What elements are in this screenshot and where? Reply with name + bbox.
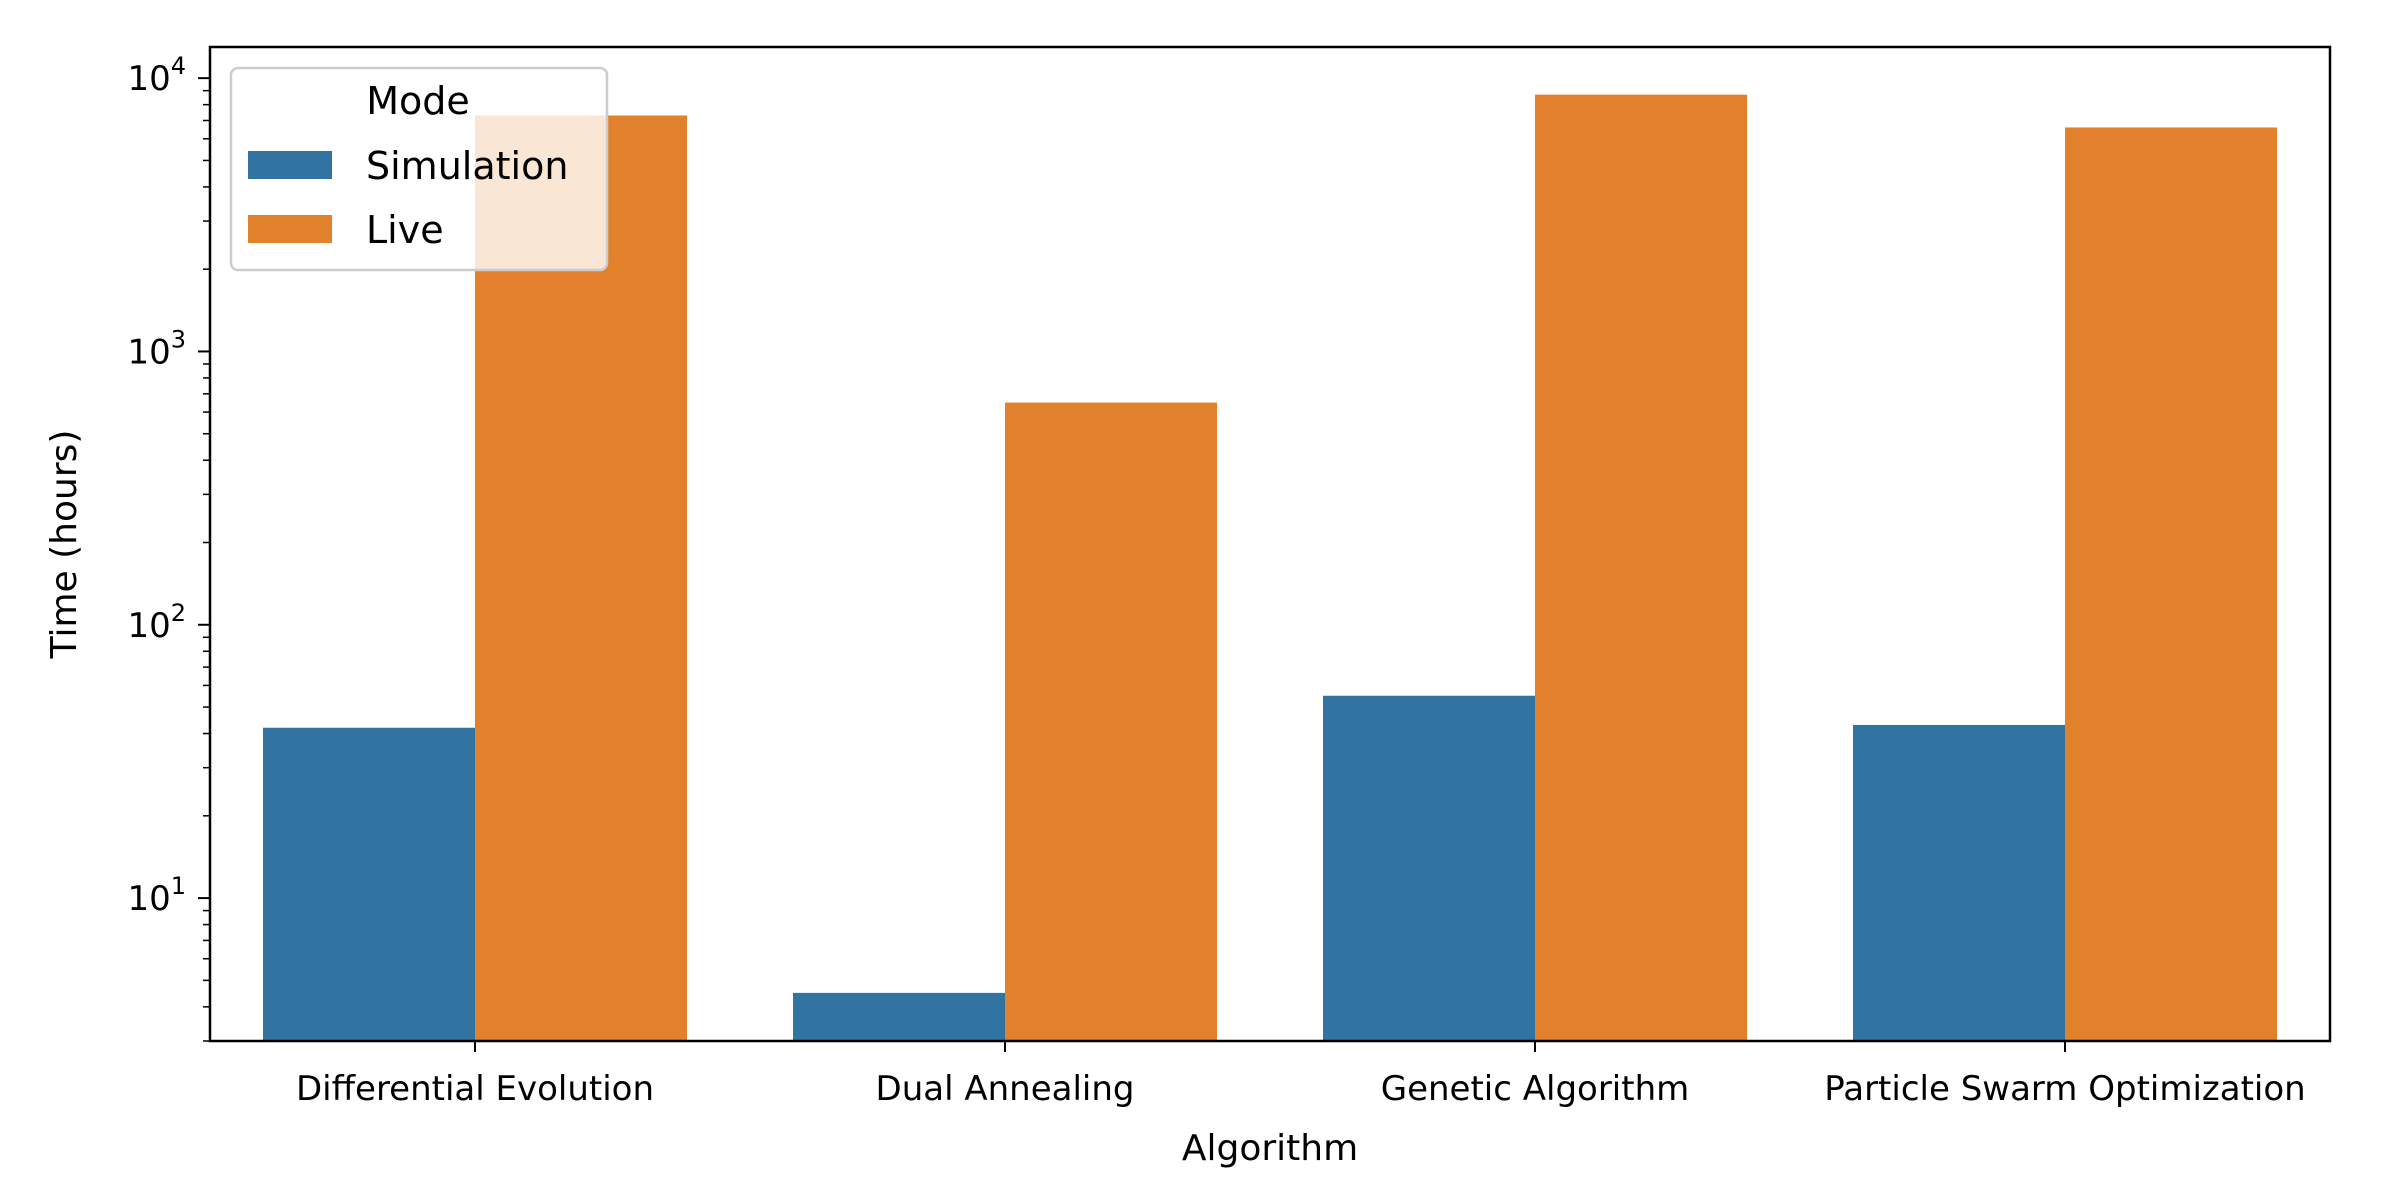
y-axis: 101 102 103 104 [127, 52, 210, 1042]
bar-simulation-dual-annealing [793, 992, 1005, 1041]
bars-layer [263, 94, 2277, 1042]
y-axis-label: Time (hours) [44, 430, 85, 660]
bar-live-genetic-algorithm [1535, 94, 1747, 1042]
bar-live-dual-annealing [1005, 402, 1217, 1042]
bar-simulation-differential-evolution [263, 727, 475, 1041]
x-tick-label: Particle Swarm Optimization [1824, 1069, 2305, 1109]
x-axis: Differential Evolution Dual Annealing Gene… [296, 1041, 2306, 1109]
legend-title: Mode [366, 79, 470, 123]
legend-swatch-live [248, 215, 332, 243]
y-tick-label: 102 [127, 599, 186, 646]
y-tick-label: 101 [127, 872, 186, 919]
y-tick-label: 104 [127, 52, 186, 99]
plot-frame [208, 45, 2332, 1043]
y-tick-label: 103 [127, 325, 186, 372]
x-tick-label: Genetic Algorithm [1381, 1069, 1690, 1109]
x-axis-label: Algorithm [1182, 1128, 1358, 1169]
x-tick-label: Dual Annealing [876, 1069, 1135, 1109]
bar-simulation-particle-swarm-optimization [1853, 724, 2065, 1041]
bar-simulation-genetic-algorithm [1323, 695, 1535, 1041]
x-tick-label: Differential Evolution [296, 1069, 654, 1109]
legend-swatch-simulation [248, 151, 332, 179]
bar-live-particle-swarm-optimization [2065, 127, 2277, 1042]
legend-label-live: Live [366, 208, 444, 252]
legend: Mode Simulation Live [229, 66, 609, 272]
legend-label-simulation: Simulation [366, 144, 568, 188]
